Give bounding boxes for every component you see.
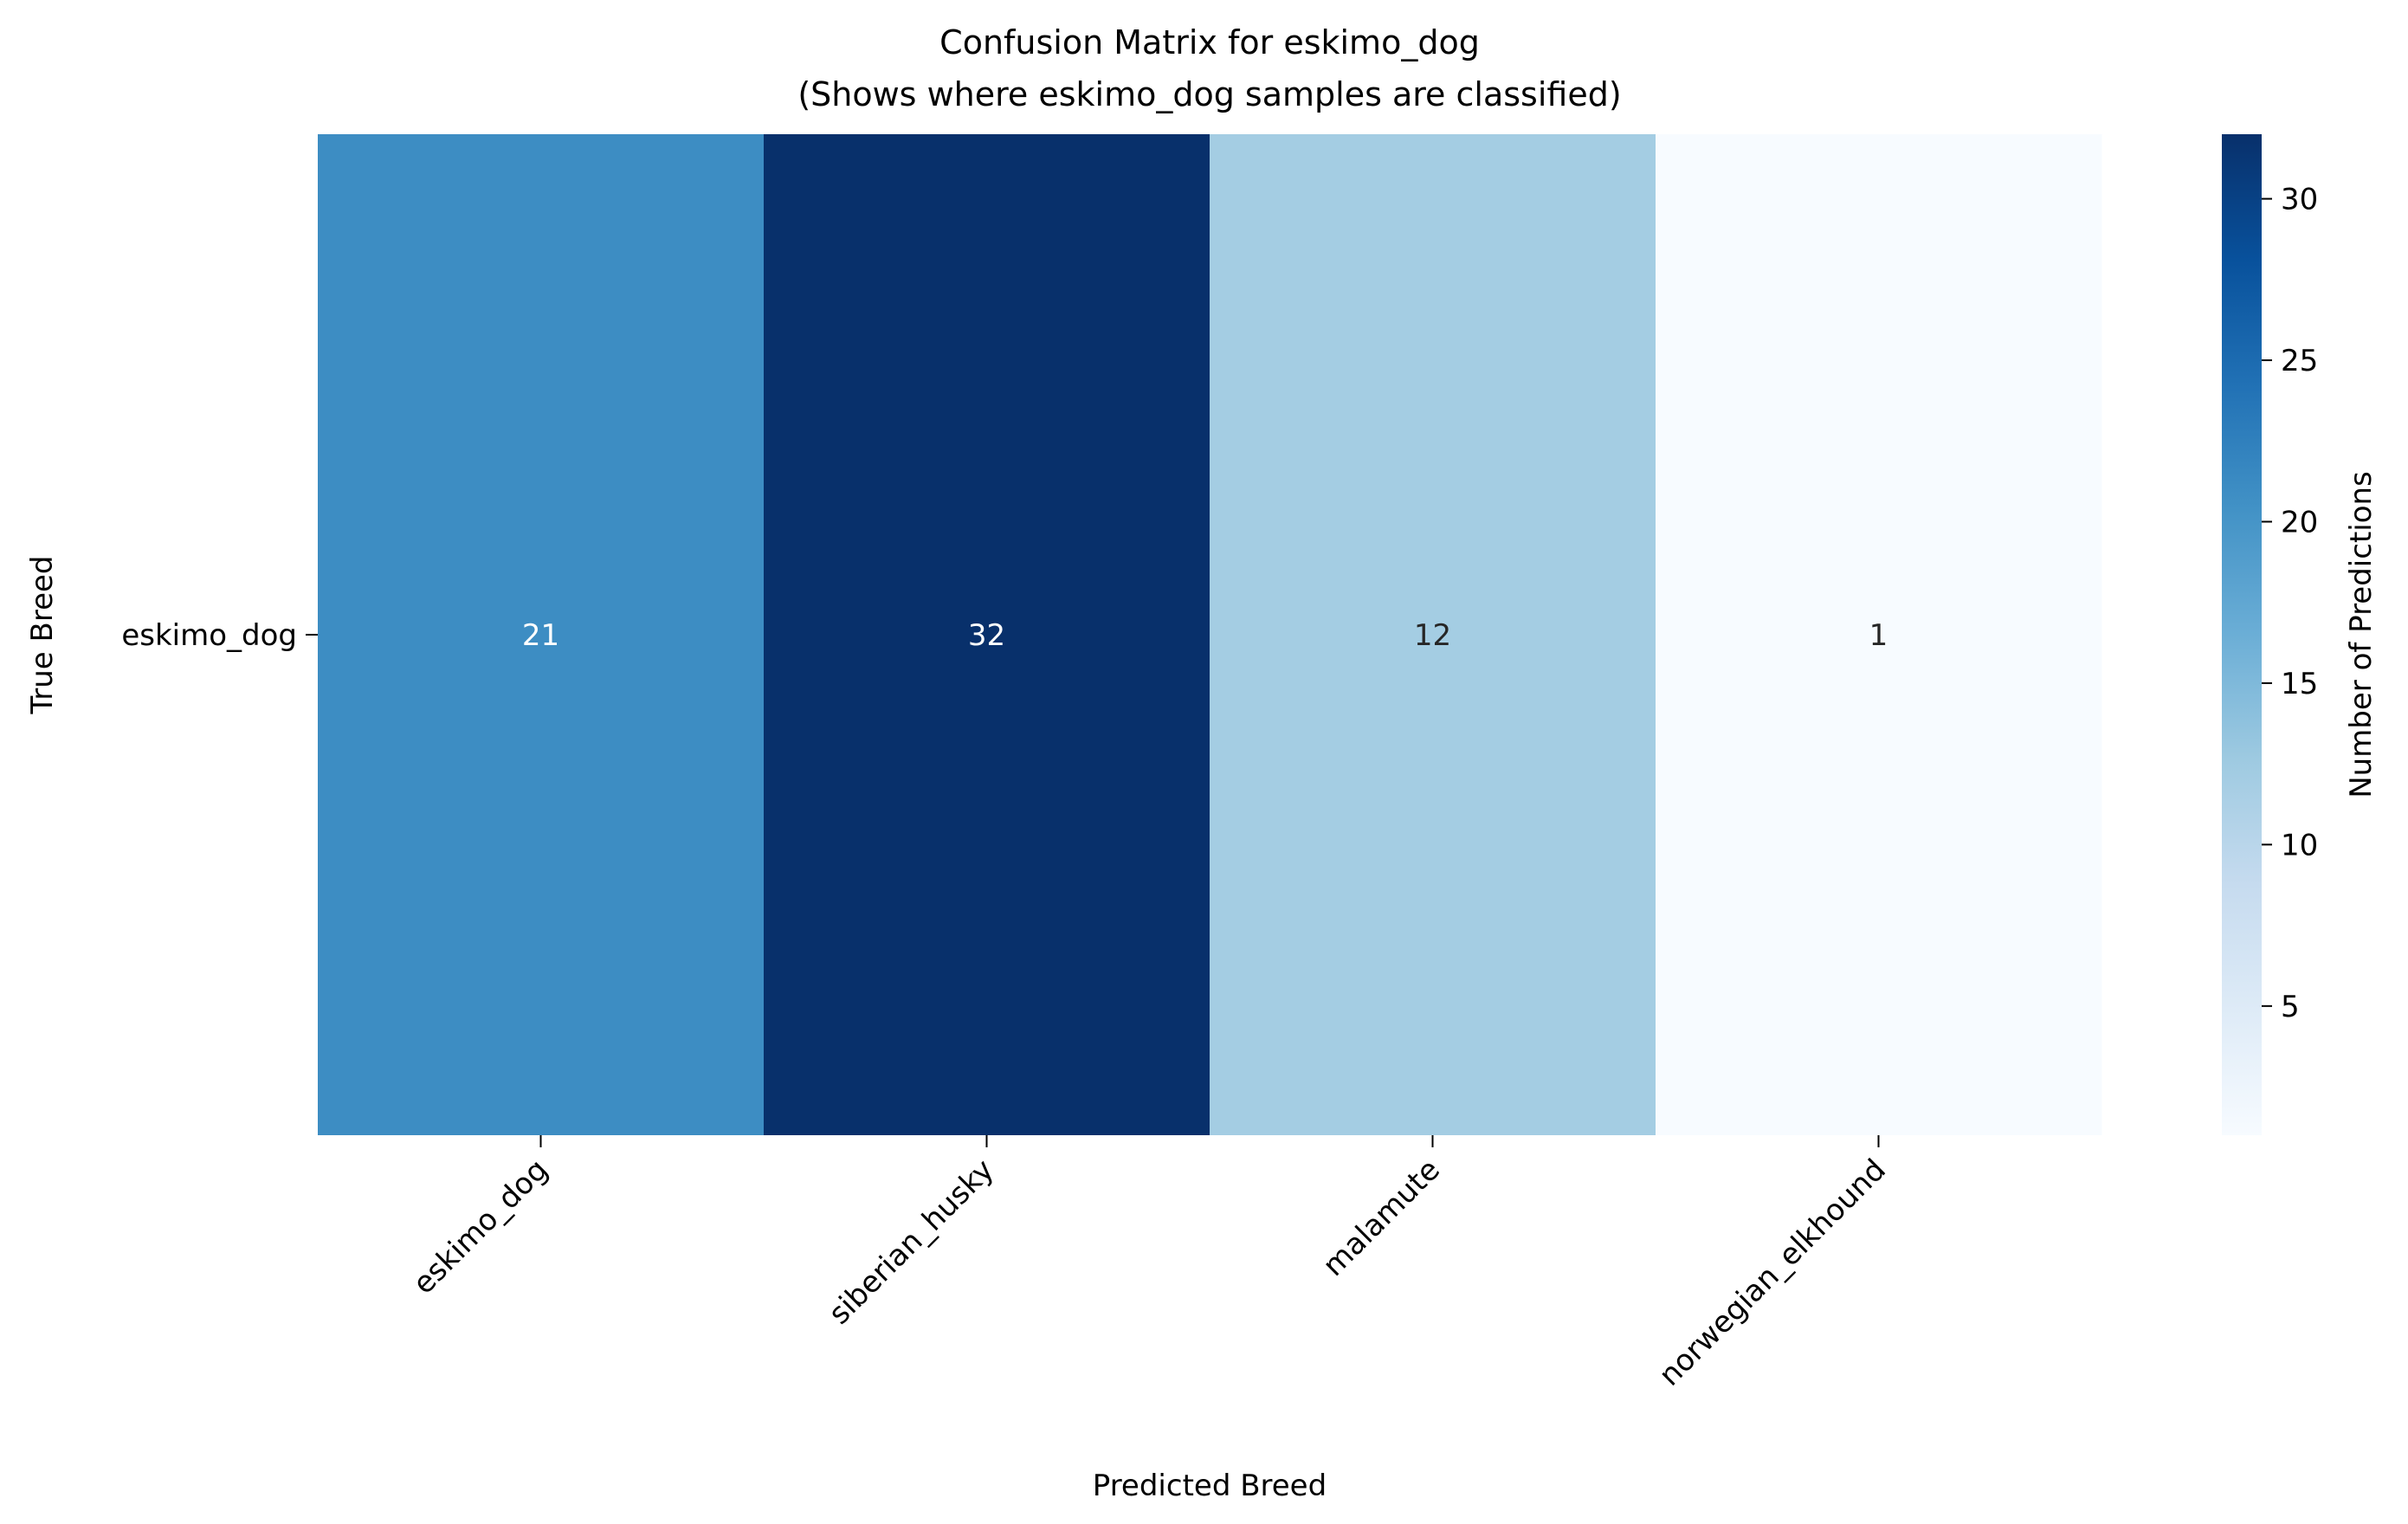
- y-tick-label: eskimo_dog: [121, 618, 297, 653]
- heatmap-cell: [764, 134, 1210, 1135]
- y-axis: eskimo_dog: [121, 618, 318, 653]
- colorbar-label: Number of Predictions: [2344, 471, 2379, 798]
- colorbar-tick-label: 20: [2281, 505, 2318, 539]
- heatmap-cell: [1656, 134, 2102, 1135]
- colorbar-tick-label: 10: [2281, 828, 2318, 862]
- colorbar: [2222, 134, 2262, 1135]
- x-axis-label: Predicted Breed: [1093, 1469, 1327, 1503]
- heatmap-cells: 21 32 12 1: [318, 134, 2102, 1135]
- colorbar-tick-label: 25: [2281, 344, 2318, 378]
- chart-subtitle: (Shows where eskimo_dog samples are clas…: [797, 75, 1621, 113]
- cell-value-label: 21: [522, 618, 559, 653]
- colorbar-ticks: 5 10 15 20 25 30: [2262, 183, 2318, 1024]
- colorbar-tick-label: 15: [2281, 667, 2318, 701]
- heatmap-cell: [318, 134, 765, 1135]
- x-tick-label: malamute: [1316, 1153, 1447, 1283]
- x-tick-label: norwegian_elkhound: [1652, 1153, 1893, 1393]
- cell-value-label: 32: [968, 618, 1005, 653]
- cell-value-label: 12: [1414, 618, 1451, 653]
- y-axis-label: True Breed: [25, 556, 60, 715]
- heatmap-cell: [1210, 134, 1656, 1135]
- x-axis: eskimo_dog siberian_husky malamute norwegia…: [406, 1135, 1893, 1393]
- x-tick-label: eskimo_dog: [406, 1153, 555, 1301]
- x-tick-label: siberian_husky: [822, 1153, 1000, 1331]
- chart-title: Confusion Matrix for eskimo_dog: [939, 23, 1480, 61]
- cell-value-label: 1: [1869, 618, 1888, 653]
- colorbar-tick-label: 30: [2281, 183, 2318, 217]
- colorbar-tick-label: 5: [2281, 990, 2300, 1024]
